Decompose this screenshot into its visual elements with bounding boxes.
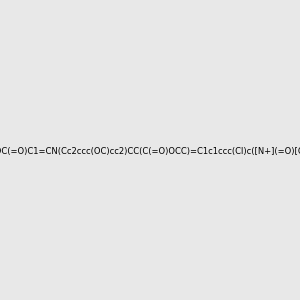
Text: CCOC(=O)C1=CN(Cc2ccc(OC)cc2)CC(C(=O)OCC)=C1c1ccc(Cl)c([N+](=O)[O-])c1: CCOC(=O)C1=CN(Cc2ccc(OC)cc2)CC(C(=O)OCC)…	[0, 147, 300, 156]
